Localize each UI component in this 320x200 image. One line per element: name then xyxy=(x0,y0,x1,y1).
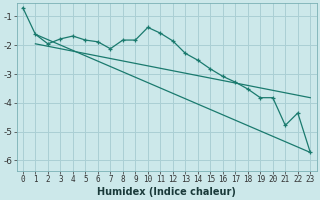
X-axis label: Humidex (Indice chaleur): Humidex (Indice chaleur) xyxy=(97,187,236,197)
